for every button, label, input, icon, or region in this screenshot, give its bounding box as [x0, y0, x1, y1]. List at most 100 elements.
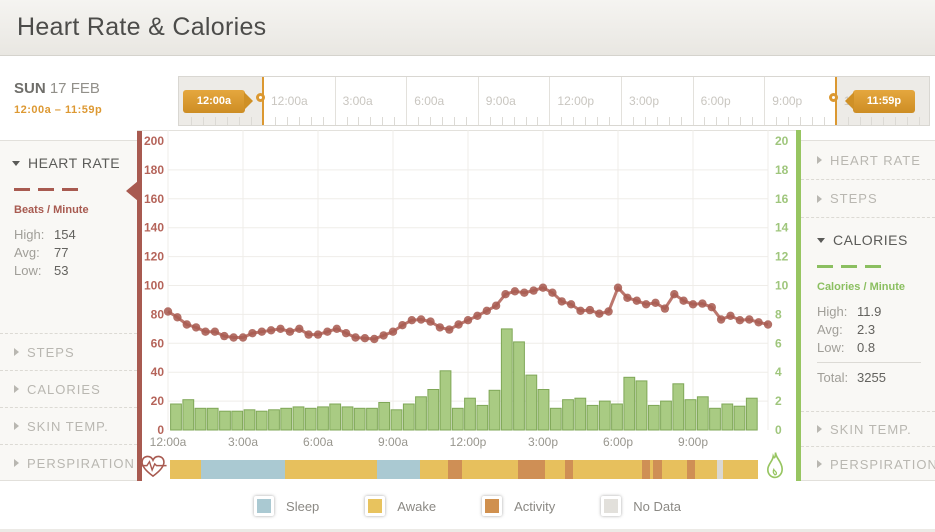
- sidebar-item-skin-temp[interactable]: SKIN TEMP.: [0, 407, 137, 444]
- timeline-gridline: [477, 77, 479, 125]
- sidebar-item-label: SKIN TEMP.: [27, 418, 109, 434]
- legend-swatch: [365, 496, 386, 516]
- legend-label: No Data: [633, 498, 681, 514]
- timeline-minor-tick: [704, 117, 706, 125]
- heart-rate-pointer-icon: [126, 181, 138, 201]
- timeline-minor-tick: [239, 117, 241, 125]
- stat-value: 2.3: [857, 321, 876, 337]
- timeline-hour-label: 9:00a: [485, 94, 516, 108]
- timeline-hour-label: 12:00a: [271, 94, 308, 108]
- calories-panel-label: CALORIES: [833, 232, 908, 248]
- timeline-minor-tick: [787, 117, 789, 125]
- activity-segment-awake: [722, 460, 759, 479]
- stat-value: 11.9: [857, 303, 882, 319]
- timeline-minor-tick: [441, 117, 443, 125]
- stat-label: Avg:: [817, 321, 843, 337]
- timeline-minor-tick: [215, 117, 217, 125]
- heart-rate-stats: High: 154 Avg: 77 Low: 53: [14, 225, 137, 279]
- sidebar-item-label: PERSPIRATION: [27, 455, 135, 471]
- svg-text:200: 200: [144, 134, 164, 148]
- timeline-minor-tick: [537, 117, 539, 125]
- svg-text:0: 0: [775, 423, 782, 437]
- sidebar-item-perspiration[interactable]: PERSPIRATION: [801, 446, 935, 481]
- activity-segment-activity: [517, 460, 545, 479]
- legend-item-activity: Activity: [482, 496, 555, 516]
- sidebar-item-steps[interactable]: STEPS: [801, 179, 935, 217]
- chevron-right-icon: [817, 156, 822, 164]
- timeline-end-handle[interactable]: [829, 93, 838, 102]
- timeline-minor-tick: [358, 117, 360, 125]
- heart-rate-icon: [139, 455, 167, 478]
- timeline-minor-tick: [799, 117, 801, 125]
- calories-panel-header[interactable]: CALORIES: [801, 218, 935, 248]
- svg-text:12:00a: 12:00a: [150, 435, 187, 449]
- heart-rate-panel-header[interactable]: HEART RATE: [0, 141, 137, 171]
- activity-segment-awake: [170, 460, 202, 479]
- svg-text:3:00a: 3:00a: [228, 435, 258, 449]
- weekday-label: SUN: [14, 80, 46, 97]
- svg-text:60: 60: [151, 336, 165, 350]
- timeline-minor-tick: [656, 117, 658, 125]
- timeline-minor-tick: [883, 117, 885, 125]
- timeline-minor-tick: [310, 117, 312, 125]
- activity-strip: [170, 460, 759, 479]
- stat-value: 154: [54, 226, 76, 242]
- page-title: Heart Rate & Calories: [17, 13, 267, 41]
- chevron-right-icon: [817, 460, 822, 468]
- timeline-minor-tick: [227, 117, 229, 125]
- svg-text:10: 10: [775, 279, 789, 293]
- activity-segment-awake: [573, 460, 642, 479]
- timeline-minor-tick: [513, 117, 515, 125]
- activity-segment-awake: [419, 460, 448, 479]
- timeline-end-tag[interactable]: 11:59p: [845, 90, 915, 113]
- date-label: SUN 17 FEB: [14, 80, 102, 97]
- timeline-slider[interactable]: 12:00a 3:00a 6:00a 9:00a 12:00p 3:00p 6:00p 9:0…: [178, 76, 930, 126]
- sidebar-item-label: SKIN TEMP.: [830, 421, 912, 437]
- chevron-right-icon: [14, 348, 19, 356]
- timeline-minor-tick: [644, 117, 646, 125]
- timeline-minor-tick: [251, 117, 253, 125]
- activity-segment-awake: [649, 460, 653, 479]
- svg-text:6:00p: 6:00p: [603, 435, 633, 449]
- sidebar-item-steps[interactable]: STEPS: [0, 333, 137, 370]
- timeline-minor-tick: [776, 117, 777, 125]
- svg-text:3:00p: 3:00p: [528, 435, 558, 449]
- calories-axis-bar: [796, 130, 801, 481]
- timeline-minor-tick: [370, 117, 372, 125]
- svg-text:80: 80: [151, 307, 165, 321]
- timeline-hour-label: 3:00p: [629, 94, 660, 108]
- activity-segment-awake: [285, 460, 377, 479]
- timeline-minor-tick: [346, 117, 348, 125]
- calories-unit-label: Calories / Minute: [817, 281, 906, 293]
- timeline-minor-tick: [501, 117, 503, 125]
- timeline-start-handle[interactable]: [256, 93, 265, 102]
- timeline-minor-tick: [453, 117, 455, 125]
- timeline-start-tag[interactable]: 12:00a: [183, 90, 253, 113]
- sidebar-item-label: HEART RATE: [830, 152, 921, 168]
- sidebar-item-label: STEPS: [830, 191, 878, 206]
- activity-segment-activity: [686, 460, 696, 479]
- timeline-minor-tick: [561, 117, 563, 125]
- activity-segment-sleep: [376, 460, 420, 479]
- timeline-minor-tick: [573, 117, 575, 125]
- timeline-gridline: [406, 77, 408, 125]
- sidebar-item-calories[interactable]: CALORIES: [0, 370, 137, 407]
- left-sidebar: HEART RATE Beats / Minute High: 154 Avg: 77…: [0, 140, 137, 481]
- svg-text:12: 12: [775, 250, 789, 264]
- svg-text:4: 4: [775, 365, 782, 379]
- sidebar-item-heart-rate[interactable]: HEART RATE: [801, 141, 935, 179]
- legend-label: Activity: [514, 498, 556, 514]
- calories-icon: [767, 452, 783, 479]
- legend-swatch: [482, 496, 503, 516]
- timeline-minor-tick: [489, 117, 491, 125]
- svg-text:9:00p: 9:00p: [678, 435, 708, 449]
- svg-text:8: 8: [775, 307, 782, 321]
- sidebar-item-skin-temp[interactable]: SKIN TEMP.: [801, 411, 935, 446]
- sidebar-item-perspiration[interactable]: PERSPIRATION: [0, 444, 137, 481]
- timeline-minor-tick: [668, 117, 670, 125]
- timeline-minor-tick: [895, 117, 897, 125]
- timeline-hour-label: 12:00p: [557, 94, 595, 108]
- activity-segment-awake: [461, 460, 518, 479]
- stat-row: High: 11.9: [817, 302, 935, 320]
